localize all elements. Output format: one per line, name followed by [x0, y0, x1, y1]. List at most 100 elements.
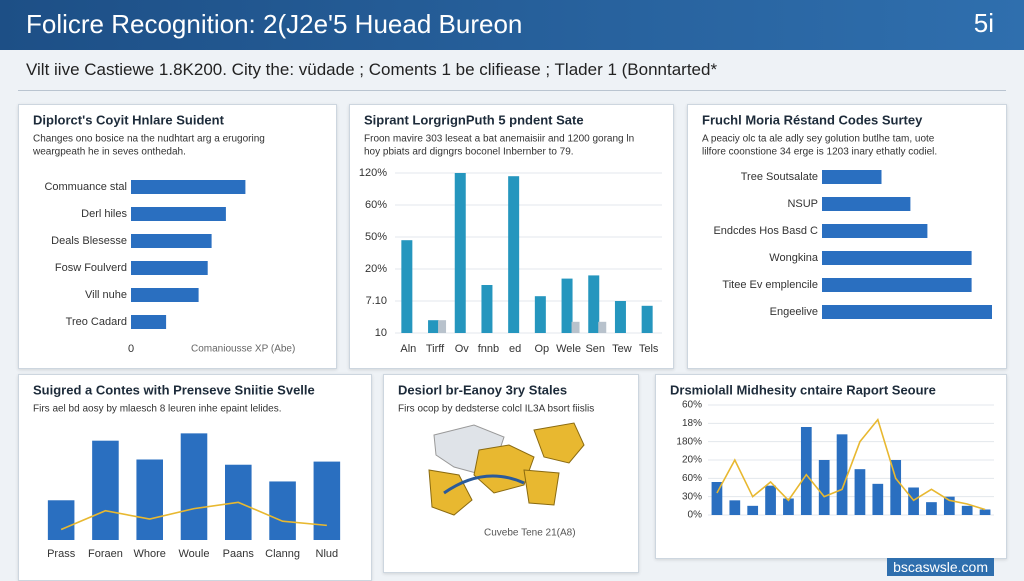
- y-tick-label: Vill nuhe: [85, 289, 127, 301]
- bar: [131, 180, 246, 194]
- y-tick-label: 120%: [359, 167, 387, 179]
- bar: [313, 461, 341, 540]
- x-tick-label: Tels: [639, 343, 659, 355]
- bar: [454, 173, 466, 333]
- header: Folicre Recognition: 2(J2e'5 Huead Bureo…: [0, 0, 1024, 50]
- panel: Siprant LorgrignPuth 5 pndent Sate Froon …: [349, 104, 674, 369]
- divider: [18, 90, 1006, 91]
- y-tick-label: Engeelive: [770, 306, 818, 318]
- panel: Diplorct's Coyit Hnlare Suident Changes o…: [18, 104, 337, 369]
- map-region: [533, 422, 585, 464]
- chart: Desiorl br-Eanoy 3ry Stales Firs ocop by …: [398, 382, 594, 538]
- x-tick-label: Tew: [612, 343, 632, 355]
- bar: [890, 460, 902, 515]
- panel: Suigred a Contes with Prenseve Sniitie S…: [18, 374, 372, 581]
- bar: [822, 305, 992, 319]
- x-tick-label: fnnb: [478, 343, 499, 355]
- x-tick-label: Foraen: [88, 548, 123, 560]
- y-tick-label: Deals Blesesse: [51, 235, 127, 247]
- x-tick-label: 0: [128, 343, 134, 355]
- x-tick-label: Paans: [223, 548, 255, 560]
- x-tick-label: Whore: [134, 548, 166, 560]
- y-tick-label: 7.10: [366, 295, 387, 307]
- y-tick-label: Wongkina: [769, 252, 819, 264]
- bar: [836, 434, 848, 515]
- chart: Drsmiolall Midhesity cntaire Raport Seou…: [670, 382, 994, 521]
- chart: Suigred a Contes with Prenseve Sniitie S…: [33, 382, 341, 560]
- panel: Drsmiolall Midhesity cntaire Raport Seou…: [655, 374, 1007, 559]
- chart-title: Siprant LorgrignPuth 5 pndent Sate: [364, 112, 584, 127]
- bar: [818, 460, 830, 515]
- x-tick-label: Nlud: [316, 548, 339, 560]
- bar: [926, 502, 937, 515]
- y-tick-label: 50%: [365, 231, 387, 243]
- bar: [822, 224, 928, 238]
- bar: [822, 170, 882, 184]
- map-region: [523, 469, 560, 506]
- chart-subtitle: Firs ocop by dedsterse colcl IL3A bsort …: [398, 404, 594, 415]
- y-tick-label: Endcdes Hos Basd C: [713, 225, 818, 237]
- chart-subtitle: Changes ono bosice na the nudhtart arg a…: [33, 134, 265, 145]
- line: [60, 501, 327, 531]
- y-tick-label: 180%: [676, 436, 702, 447]
- bar: [641, 305, 653, 333]
- chart-subtitle: Froon mavire 303 leseat a bat anemaisiir…: [364, 134, 634, 145]
- page-title: Folicre Recognition: 2(J2e'5 Huead Bureo…: [26, 9, 523, 39]
- y-tick-label: 60%: [365, 199, 387, 211]
- bar: [765, 485, 776, 515]
- y-tick-label: 60%: [682, 400, 702, 411]
- bar: [131, 288, 199, 302]
- bar: [872, 483, 884, 515]
- bar: [979, 509, 991, 515]
- bar: [800, 427, 812, 515]
- footer: bscaswsle.com: [887, 558, 994, 576]
- bar: [131, 207, 226, 221]
- x-tick-label: Ov: [455, 343, 470, 355]
- chart-subtitle: lilfore coonstione 34 erge is 1203 inary…: [702, 147, 937, 158]
- y-tick-label: Commuance stal: [44, 181, 127, 193]
- x-tick-label: Tirff: [426, 343, 445, 355]
- bar: [136, 459, 163, 540]
- chart: Fruchl Moria Réstand Codes Surtey A peaci…: [702, 112, 992, 319]
- page-subtitle: Vilt iive Castiewe 1.8K200. City the: vü…: [26, 60, 718, 79]
- bar: [614, 301, 626, 333]
- bar: [822, 197, 911, 211]
- bar: [783, 498, 794, 515]
- map-arrow: [443, 474, 525, 495]
- y-tick-label: 0%: [688, 510, 703, 521]
- chart-title: Desiorl br-Eanoy 3ry Stales: [398, 382, 567, 397]
- bar: [747, 505, 759, 515]
- bar: [47, 500, 75, 540]
- chart-title: Fruchl Moria Réstand Codes Surtey: [702, 112, 923, 127]
- bar: [401, 240, 413, 333]
- y-tick-label: 20%: [682, 455, 702, 466]
- bar: [131, 315, 167, 329]
- y-tick-label: 20%: [365, 263, 387, 275]
- x-tick-label: ed: [509, 343, 521, 355]
- y-tick-label: Treo Cadard: [66, 316, 127, 328]
- chart-subtitle: Firs ael bd aosy by mlaesch 8 leuren inh…: [33, 404, 281, 415]
- x-tick-label: Op: [535, 343, 550, 355]
- chart-subtitle: A peaciy olc ta ale adly sey golution bu…: [702, 134, 935, 145]
- chart-title: Drsmiolall Midhesity cntaire Raport Seou…: [670, 382, 936, 397]
- chart: Diplorct's Coyit Hnlare Suident Changes o…: [32, 112, 295, 355]
- map-region: [428, 469, 473, 516]
- bar: [854, 469, 866, 515]
- bar: [571, 321, 580, 333]
- chart-subtitle: weargpeath he in seves onthedah.: [32, 147, 186, 158]
- bar: [269, 481, 296, 540]
- x-tick-label: Woule: [179, 548, 210, 560]
- x-tick-label: Aln: [400, 343, 416, 355]
- line: [716, 417, 986, 511]
- bar: [561, 278, 573, 333]
- x-tick-label: Wele: [556, 343, 581, 355]
- y-tick-label: Tree Soutsalate: [741, 171, 818, 183]
- x-tick-label: Prass: [47, 548, 76, 560]
- bar: [508, 176, 520, 333]
- bar: [729, 500, 741, 515]
- map: [428, 422, 585, 516]
- bar: [711, 482, 723, 515]
- bar: [961, 505, 973, 515]
- panel: Fruchl Moria Réstand Codes Surtey A peaci…: [687, 104, 1007, 369]
